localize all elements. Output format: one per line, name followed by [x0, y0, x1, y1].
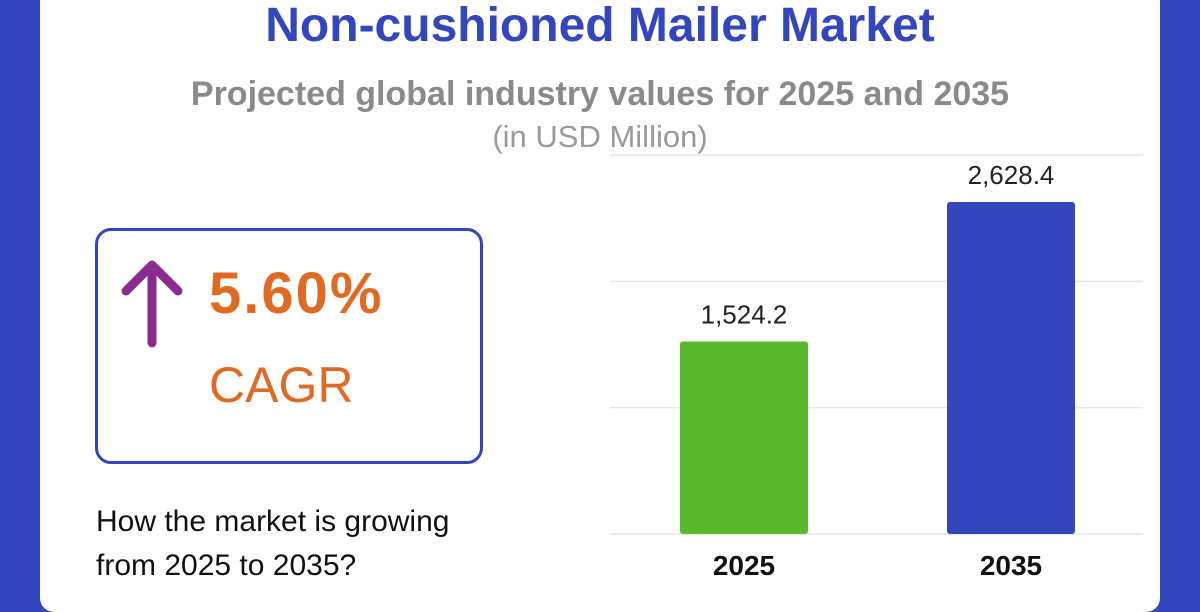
data-label-2035: 2,628.4	[968, 160, 1055, 190]
page-title: Non-cushioned Mailer Market	[265, 0, 935, 52]
x-tick-label-2025: 2025	[713, 550, 775, 581]
cagr-value: 5.60%	[209, 261, 384, 326]
bar-2025	[680, 341, 808, 534]
data-label-2025: 1,524.2	[701, 299, 788, 329]
page-subtitle: Projected global industry values for 202…	[190, 75, 1010, 113]
unit-label: (in USD Million)	[492, 119, 708, 154]
bar-2035	[947, 201, 1075, 534]
cagr-label: CAGR	[209, 357, 354, 413]
up-arrow-icon	[121, 260, 183, 348]
growth-question: How the market is growing from 2025 to 2…	[96, 505, 450, 582]
cagr-box: 5.60% CAGR	[95, 228, 483, 464]
x-tick-label-2035: 2035	[980, 550, 1042, 581]
